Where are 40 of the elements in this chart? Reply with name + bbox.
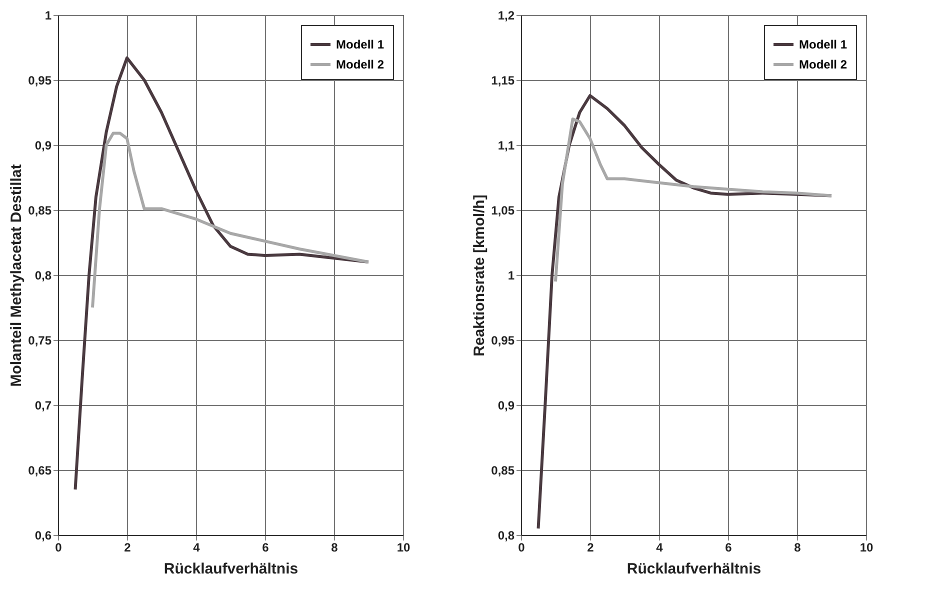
legend-label: Modell 2: [336, 58, 384, 72]
y-tick-label: 1,2: [498, 8, 515, 22]
y-tick-label: 0,95: [28, 74, 52, 88]
x-tick-label: 4: [656, 540, 664, 554]
x-tick-label: 4: [193, 540, 200, 554]
x-tick-label: 0: [518, 540, 526, 554]
y-tick-label: 0,95: [491, 334, 515, 348]
legend-label: Modell 1: [336, 38, 384, 52]
legend-label: Modell 2: [799, 58, 848, 72]
x-tick-label: 6: [725, 540, 732, 554]
y-tick-label: 0,75: [28, 334, 52, 348]
x-tick-label: 0: [55, 540, 62, 554]
x-tick-label: 10: [396, 540, 410, 554]
y-tick-label: 0,8: [498, 528, 515, 542]
y-tick-label: 0,7: [34, 398, 52, 412]
x-tick-label: 6: [262, 540, 270, 554]
x-tick-label: 8: [794, 540, 802, 554]
x-tick-label: 10: [860, 540, 874, 554]
legend-label: Modell 1: [799, 38, 848, 52]
x-tick-label: 2: [124, 540, 132, 554]
y-tick-label: 0,6: [34, 528, 52, 542]
y-tick-label: 0,65: [28, 464, 52, 478]
y-tick-label: 1,05: [491, 204, 515, 218]
y-tick-label: 1,1: [498, 138, 515, 152]
line-series: [91, 132, 370, 309]
x-tick-label: 8: [331, 540, 338, 554]
y-tick-label: 1: [44, 8, 52, 22]
y-tick-label: 0,85: [28, 204, 52, 218]
y-tick-label: 0,85: [491, 464, 515, 478]
x-axis-title: Rücklaufverhältnis: [164, 560, 298, 578]
y-axis-title: Reaktionsrate [kmol/h]: [471, 194, 488, 356]
x-axis-title: Rücklaufverhältnis: [626, 560, 762, 578]
y-tick-label: 0,9: [34, 138, 52, 152]
y-tick-label: 1: [508, 268, 515, 282]
y-axis-title: Molanteil Methylacetat Destillat: [8, 164, 26, 387]
y-tick-label: 0,9: [498, 398, 515, 412]
y-tick-label: 0,8: [34, 268, 52, 282]
y-tick-label: 1,15: [491, 74, 515, 88]
x-tick-label: 2: [587, 540, 594, 554]
line-series: [554, 118, 833, 283]
